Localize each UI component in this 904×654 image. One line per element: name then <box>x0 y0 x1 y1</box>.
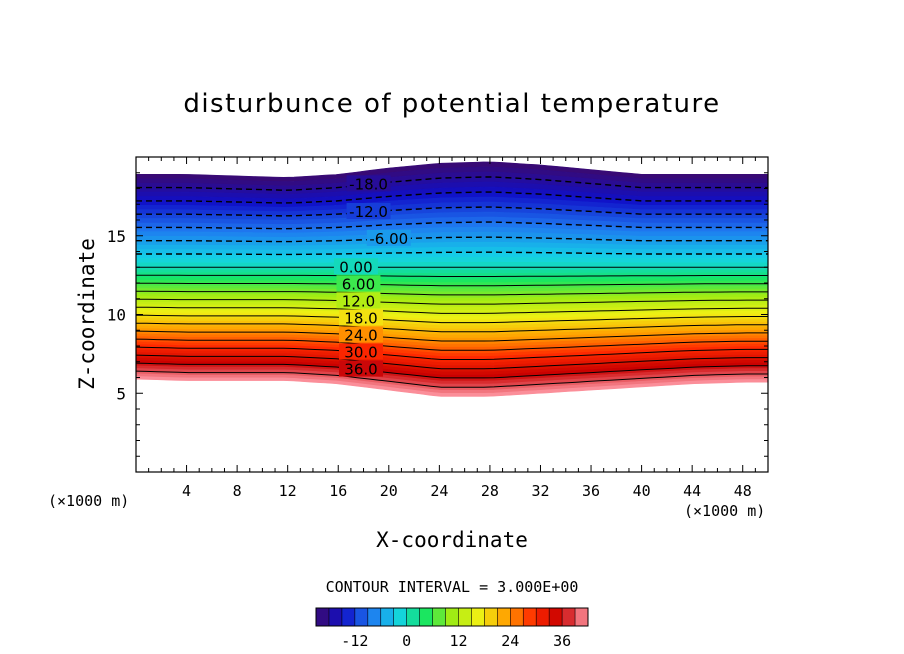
contour-line <box>136 221 768 230</box>
contour-label-background <box>338 343 383 360</box>
contour-line <box>135 362 768 379</box>
contour-label-background <box>366 229 411 246</box>
x-tick-label: 32 <box>531 482 549 500</box>
contour-label: 30.0 <box>344 344 377 362</box>
contour-label: 0.00 <box>339 258 372 276</box>
y-tick-label: 10 <box>107 306 126 325</box>
colorbar-tick-label: 12 <box>449 632 467 650</box>
colorbar-swatch <box>510 608 524 626</box>
y-axis-label: Z-coordinate <box>75 238 99 390</box>
contour-lines <box>135 176 768 388</box>
colorbar-swatch <box>549 608 563 626</box>
contour-label-background <box>338 309 383 326</box>
x-tick-label: 8 <box>233 482 242 500</box>
contour-line <box>135 338 768 351</box>
contour-label: -6.00 <box>369 230 408 248</box>
x-tick-label: 24 <box>430 482 448 500</box>
y-axis: 5 10 15 <box>107 172 768 457</box>
x-axis-unit-right: (×1000 m) <box>684 502 765 520</box>
x-tick-label: 28 <box>481 482 499 500</box>
colorbar: -12 0 12 24 36 <box>315 607 589 650</box>
contour-line <box>135 370 768 388</box>
contour-label-background <box>336 292 381 309</box>
colorbar-swatch <box>536 608 550 626</box>
x-tick-label: 16 <box>329 482 347 500</box>
x-tick-label: 48 <box>734 482 752 500</box>
contour-line <box>135 354 768 370</box>
x-axis-unit-left: (×1000 m) <box>48 492 129 510</box>
colorbar-swatch <box>341 608 356 626</box>
colorbar-swatch <box>575 608 589 626</box>
contour-fill-area <box>135 161 769 397</box>
contour-label: 36.0 <box>344 361 377 379</box>
colorbar-tick-label: 36 <box>553 632 571 650</box>
x-tick-label: 4 <box>182 482 191 500</box>
y-tick-label: 15 <box>107 227 126 246</box>
x-tick-label: 40 <box>633 482 651 500</box>
colorbar-swatch <box>562 608 576 626</box>
contour-line <box>135 274 768 277</box>
contour-label: -18.0 <box>349 175 388 193</box>
x-tick-label: 20 <box>380 482 398 500</box>
contour-label: 12.0 <box>342 292 375 310</box>
colorbar-tick-label: -12 <box>341 632 368 650</box>
x-tick-label: 12 <box>279 482 297 500</box>
chart-title: disturbunce of potential temperature <box>183 89 720 119</box>
colorbar-swatch <box>445 608 459 626</box>
contour-label-background <box>346 202 391 219</box>
colorbar-swatch <box>380 608 395 626</box>
contour-line <box>135 290 768 296</box>
x-axis: 4 8 12 16 20 24 28 32 36 40 44 48 <box>148 157 756 500</box>
colorbar-swatch <box>354 608 369 626</box>
contour-line <box>136 176 768 191</box>
contour-label: 24.0 <box>344 326 377 344</box>
contour-label-background <box>336 275 381 292</box>
colorbar-swatch <box>328 608 343 626</box>
colorbar-swatch <box>497 608 511 626</box>
contour-line <box>135 330 768 342</box>
colorbar-swatch <box>523 608 537 626</box>
contour-line <box>136 251 768 256</box>
contour-labels: -18.0 -12.0 -6.00 0.006.0012.018.024.030.03… <box>333 175 411 379</box>
x-axis-label: X-coordinate <box>376 528 528 552</box>
colorbar-swatch <box>471 608 485 626</box>
colorbar-swatch <box>419 608 433 626</box>
contour-label-background <box>346 175 391 192</box>
colorbar-tick-label: 0 <box>402 632 411 650</box>
contour-line <box>135 282 768 287</box>
contour-line <box>135 322 768 333</box>
y-tick-label: 5 <box>116 384 126 403</box>
colorbar-frame <box>315 607 589 627</box>
contour-line <box>135 298 768 305</box>
contour-line <box>136 206 768 217</box>
x-tick-label: 44 <box>683 482 701 500</box>
contour-label: 6.00 <box>342 275 375 293</box>
colorbar-swatch <box>458 608 472 626</box>
contour-line <box>136 191 768 204</box>
colorbar-swatch <box>393 608 407 626</box>
contour-label: 18.0 <box>344 309 377 327</box>
colorbar-swatch <box>406 608 420 626</box>
contour-label-background <box>338 326 383 343</box>
contour-line <box>135 346 768 360</box>
colorbar-swatch <box>484 608 498 626</box>
colorbar-swatch <box>316 608 330 626</box>
x-tick-label: 36 <box>582 482 600 500</box>
contour-interval-text: CONTOUR INTERVAL = 3.000E+00 <box>326 578 579 596</box>
colorbar-tick-label: 24 <box>501 632 519 650</box>
colorbar-swatch <box>367 608 382 626</box>
contour-label-background <box>333 258 378 275</box>
contour-label-background <box>338 360 383 377</box>
contour-line <box>136 236 768 243</box>
colorbar-swatch <box>432 608 446 626</box>
contour-line <box>135 306 768 314</box>
contour-band <box>135 261 769 268</box>
contour-label: -12.0 <box>349 203 388 221</box>
contour-line <box>135 314 768 324</box>
